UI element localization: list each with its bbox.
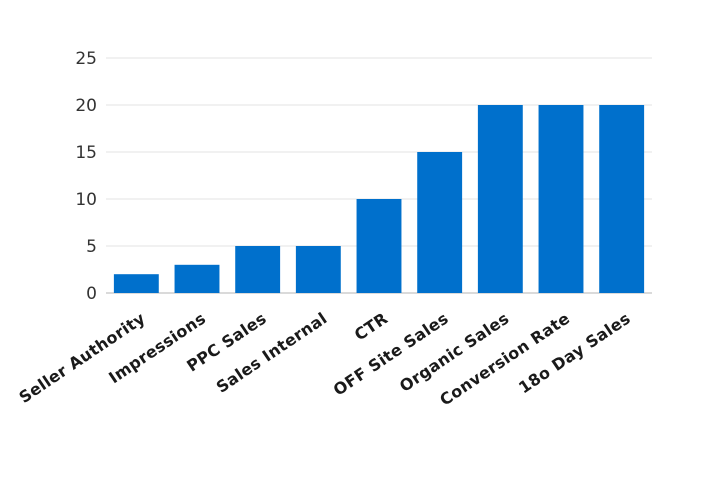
y-tick-label: 0 — [86, 284, 97, 304]
y-axis-ticks: 0 5 10 15 20 25 — [75, 49, 97, 304]
bar — [113, 274, 159, 293]
bar — [477, 105, 523, 293]
bar — [356, 199, 402, 293]
bar — [417, 152, 463, 293]
y-tick-label: 5 — [86, 237, 97, 257]
bar — [599, 105, 645, 293]
y-tick-label: 10 — [75, 190, 97, 210]
y-tick-label: 20 — [75, 96, 97, 116]
bar — [174, 264, 220, 293]
x-tick-label: 18o Day Sales — [515, 309, 634, 398]
y-tick-label: 25 — [75, 49, 97, 69]
bar — [538, 105, 584, 293]
bar — [235, 246, 281, 293]
x-tick-label: Sales Internal — [213, 309, 331, 397]
x-tick-label: CTR — [351, 309, 391, 345]
y-tick-label: 15 — [75, 143, 97, 163]
bars — [113, 105, 645, 293]
bar — [295, 246, 341, 293]
